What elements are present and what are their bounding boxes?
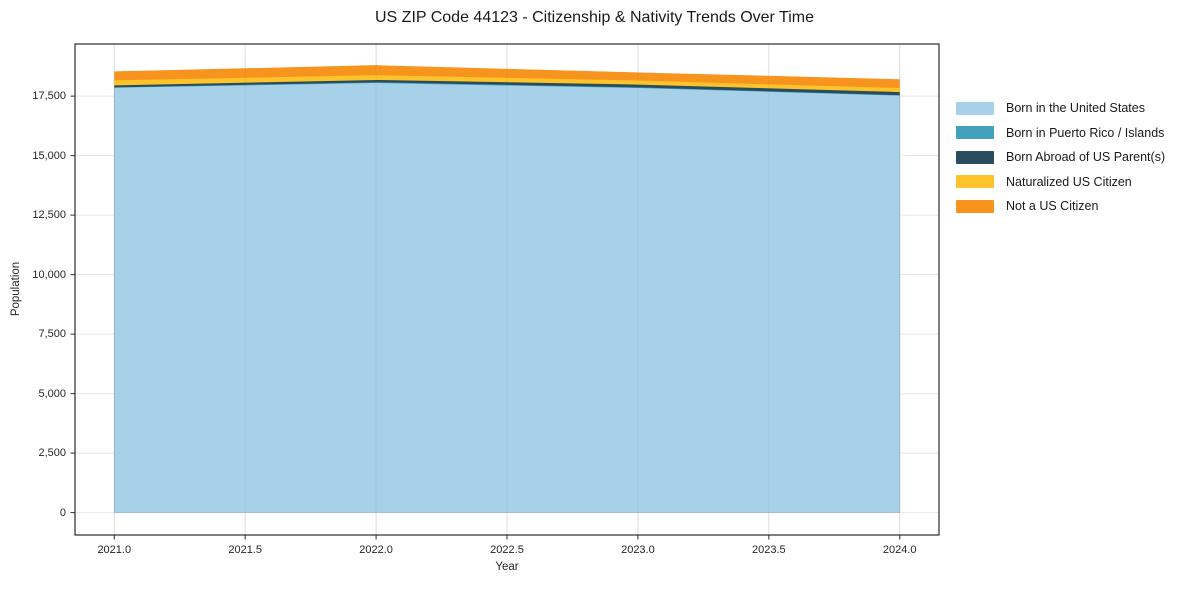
y-axis-label: Population [10, 261, 22, 317]
legend-item: Not a US Citizen [956, 199, 1165, 213]
chart-title: US ZIP Code 44123 - Citizenship & Nativi… [375, 9, 814, 26]
y-tick-label: 17,500 [32, 90, 66, 103]
x-tick-label: 2023.5 [751, 544, 786, 556]
x-tick-label: 2022.0 [359, 544, 393, 556]
y-tick-label: 0 [59, 506, 66, 519]
y-tick-label: 10,000 [32, 268, 66, 281]
legend-label: Naturalized US Citizen [1006, 174, 1132, 189]
legend-item: Born Abroad of US Parent(s) [956, 150, 1165, 164]
x-tick-label: 2022.5 [490, 544, 524, 556]
x-tick-label: 2023.0 [621, 544, 655, 556]
legend-label: Born in Puerto Rico / Islands [1006, 125, 1165, 140]
legend-label: Born in the United States [1006, 101, 1145, 115]
area-series-0 [114, 83, 900, 513]
y-tick-label: 15,000 [32, 149, 66, 162]
y-tick-label: 7,500 [38, 328, 66, 341]
legend-item: Born in the United States [956, 101, 1165, 115]
y-tick-label: 2,500 [38, 447, 66, 460]
x-tick-label: 2021.5 [228, 544, 262, 556]
legend-swatch [956, 175, 994, 188]
legend-item: Naturalized US Citizen [956, 175, 1165, 189]
legend-label: Born Abroad of US Parent(s) [1006, 150, 1166, 164]
legend-label: Not a US Citizen [1006, 199, 1099, 213]
y-tick-label: 12,500 [32, 209, 66, 222]
legend-swatch [956, 199, 994, 213]
legend: Born in the United States Born in Puerto… [956, 101, 1165, 213]
x-tick-label: 2024.0 [882, 544, 917, 556]
x-axis-label: Year [495, 561, 519, 573]
legend-swatch [956, 101, 994, 115]
x-tick-label: 2021.0 [97, 544, 132, 556]
legend-item: Born in Puerto Rico / Islands [956, 126, 1165, 140]
legend-swatch [956, 150, 994, 164]
y-tick-label: 5,000 [38, 387, 66, 400]
plot-frame [74, 43, 940, 536]
legend-swatch [956, 126, 994, 139]
